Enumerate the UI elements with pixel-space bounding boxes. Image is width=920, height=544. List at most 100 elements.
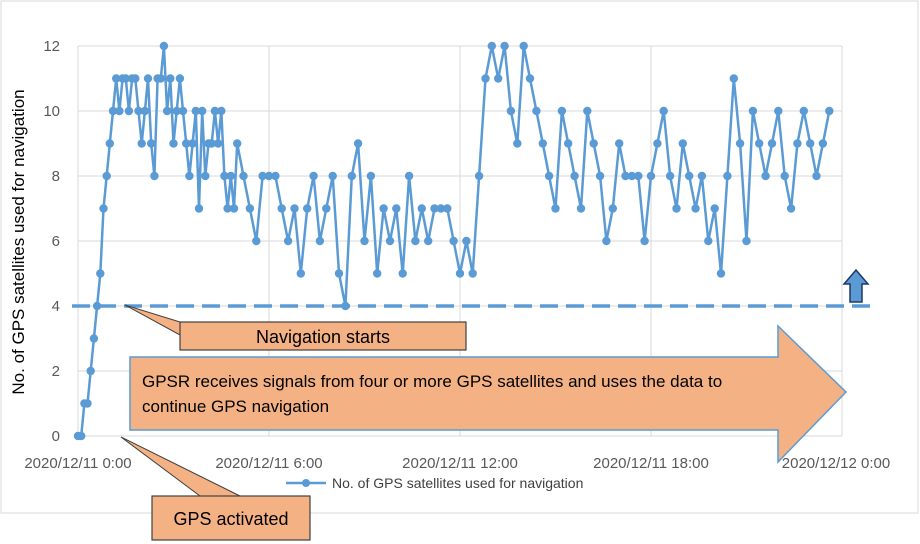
data-point <box>166 74 175 83</box>
data-point <box>172 106 181 116</box>
data-point <box>296 269 305 278</box>
data-point <box>634 171 643 181</box>
data-point <box>277 204 286 213</box>
data-point <box>328 171 337 181</box>
callout-box <box>179 321 467 351</box>
data-point <box>271 171 280 181</box>
data-point <box>564 139 573 148</box>
data-point <box>341 301 350 311</box>
data-point <box>602 236 611 246</box>
data-point <box>147 139 156 148</box>
data-point <box>379 204 388 213</box>
data-point <box>589 139 598 148</box>
data-point <box>697 171 707 181</box>
data-point <box>806 139 815 148</box>
data-point <box>678 139 687 148</box>
data-point <box>191 106 200 116</box>
data-point <box>500 41 509 51</box>
data-point <box>86 366 95 376</box>
data-point <box>455 269 465 278</box>
data-point <box>716 269 726 278</box>
y-tick-label: 4 <box>52 298 60 315</box>
data-point <box>786 204 796 213</box>
data-point <box>557 106 567 116</box>
data-point <box>217 106 226 116</box>
data-point <box>627 171 637 181</box>
data-point <box>159 41 169 51</box>
data-point <box>366 171 376 181</box>
data-point <box>303 204 312 213</box>
data-point <box>360 236 369 246</box>
callout-navigation-starts: Navigation starts <box>124 304 467 351</box>
data-point <box>210 106 220 116</box>
data-point <box>704 236 713 246</box>
data-point <box>220 171 229 181</box>
y-axis-title: No. of GPS satellites used for navigatio… <box>9 89 28 394</box>
data-point <box>767 139 777 148</box>
data-point <box>239 171 248 181</box>
y-tick-label: 8 <box>52 168 60 185</box>
data-point <box>150 171 159 181</box>
data-point <box>198 106 207 116</box>
data-point <box>143 74 153 83</box>
data-point <box>424 236 433 246</box>
data-point <box>576 204 586 213</box>
data-point <box>124 106 134 116</box>
data-point <box>685 171 694 181</box>
data-point <box>140 106 150 116</box>
data-point <box>105 139 115 148</box>
y-tick-label: 6 <box>52 233 60 250</box>
data-point <box>283 236 293 246</box>
data-point <box>411 236 420 246</box>
big-arrow-text-line1: GPSR receives signals from four or more … <box>142 372 722 391</box>
data-point <box>353 139 363 148</box>
data-point <box>245 204 255 213</box>
data-point <box>615 139 624 148</box>
data-point <box>392 204 401 213</box>
data-point <box>468 269 477 278</box>
x-tick-label: 2020/12/11 6:00 <box>215 455 322 472</box>
data-point <box>156 74 165 83</box>
data-point <box>108 106 118 116</box>
y-tick-label: 0 <box>52 428 60 445</box>
data-point <box>169 139 178 148</box>
data-point <box>96 269 105 278</box>
data-point <box>513 139 522 148</box>
data-point <box>207 139 216 148</box>
data-point <box>178 106 188 116</box>
data-point <box>812 171 821 181</box>
data-point <box>799 106 808 116</box>
data-point <box>818 139 828 148</box>
data-point <box>229 204 239 213</box>
data-point <box>264 171 274 181</box>
data-point <box>544 171 554 181</box>
data-point <box>162 106 172 116</box>
data-point <box>89 334 99 343</box>
legend-label: No. of GPS satellites used for navigatio… <box>332 475 583 491</box>
y-tick-label: 12 <box>43 38 60 55</box>
data-point <box>621 171 630 181</box>
data-point <box>494 74 503 83</box>
x-tick-label: 2020/12/12 0:00 <box>782 455 890 472</box>
data-point <box>519 41 528 51</box>
series-layer <box>73 41 834 441</box>
threshold-up-arrow-icon <box>842 268 870 303</box>
data-point <box>825 106 834 116</box>
data-point <box>134 106 143 116</box>
data-point <box>115 106 124 116</box>
data-point <box>595 171 605 181</box>
data-point <box>487 41 496 51</box>
big-arrow-shape <box>129 324 848 464</box>
data-point <box>309 171 318 181</box>
data-point <box>436 204 446 213</box>
data-point <box>252 236 261 246</box>
legend: No. of GPS satellites used for navigatio… <box>286 475 583 491</box>
series-line <box>78 44 831 438</box>
data-point <box>691 204 700 213</box>
data-point <box>99 204 108 213</box>
data-point <box>347 171 356 181</box>
data-point <box>525 74 535 83</box>
data-point <box>462 236 471 246</box>
